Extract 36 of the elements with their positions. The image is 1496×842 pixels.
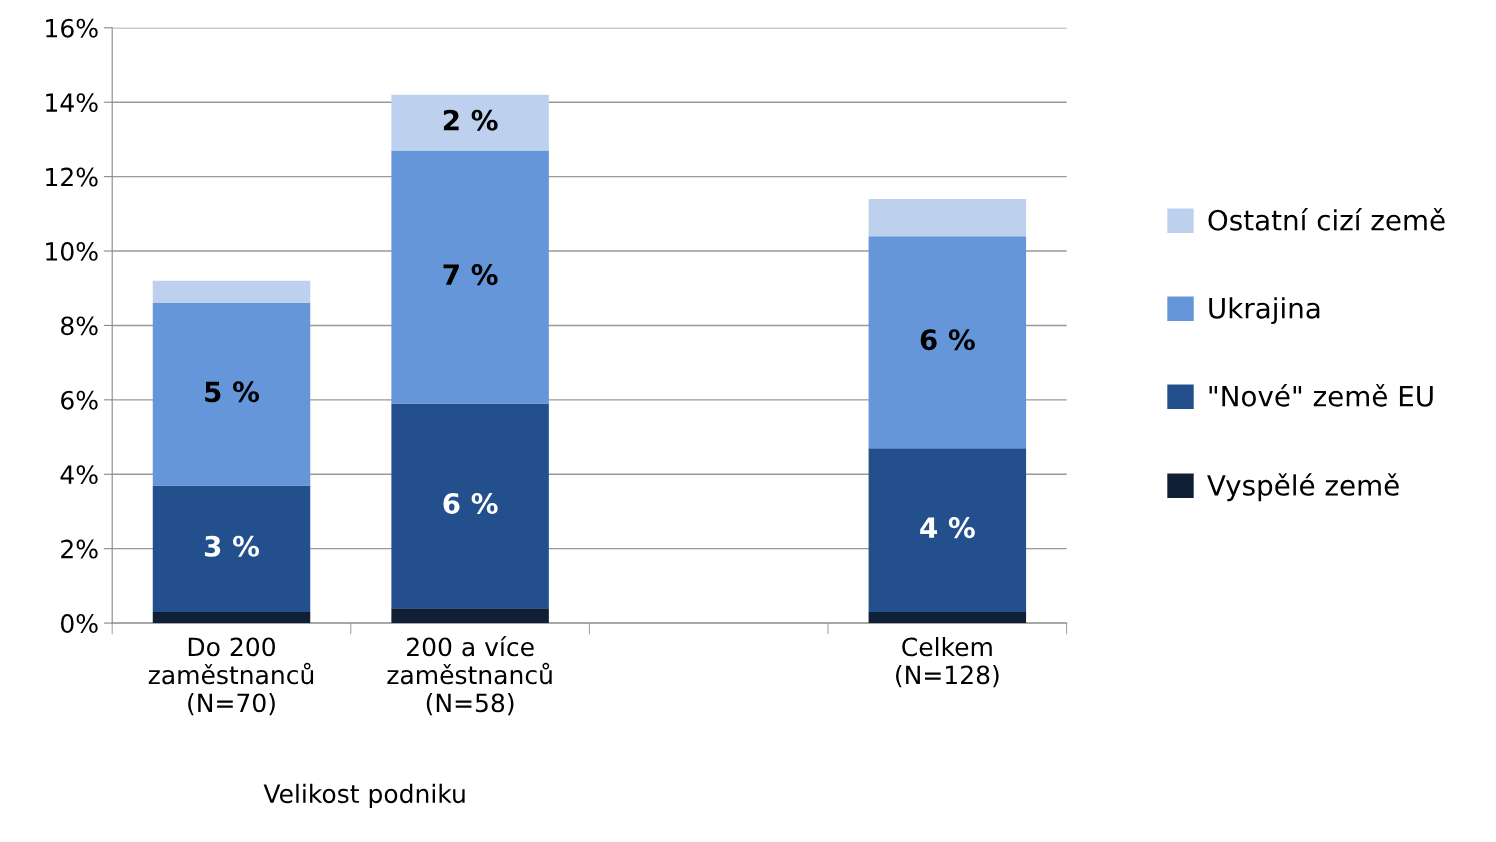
y-tick-label: 8% [61, 316, 98, 336]
y-tick-label: 10% [46, 241, 98, 261]
bar [868, 198, 1027, 237]
data-label: 3 % [204, 535, 260, 557]
y-tick-label: 2% [61, 539, 98, 559]
x-tick-label: Celkem (N=128) [896, 636, 999, 688]
x-axis-title: Velikost podniku [263, 783, 465, 808]
bar [152, 485, 311, 612]
bar [391, 94, 549, 151]
bar [152, 280, 311, 304]
data-label: 4 % [920, 517, 975, 539]
bar [391, 608, 549, 624]
data-label: 5 % [205, 381, 260, 403]
bar [391, 150, 549, 404]
y-tick-label: 6% [61, 390, 98, 410]
data-label: 6 % [443, 492, 498, 514]
bar [391, 403, 549, 609]
bar [868, 448, 1027, 612]
bar [152, 611, 311, 624]
y-tick-label: 14% [46, 93, 98, 113]
y-tick-label: 12% [46, 167, 98, 187]
y-tick-label: 0% [60, 614, 98, 633]
legend-label: Vyspělé země [1207, 473, 1399, 502]
y-tick-label: 4% [60, 465, 98, 485]
data-label: 6 % [920, 329, 975, 351]
y-tick-label: 16% [46, 18, 98, 38]
x-tick-label: 200 a více zaměstnanců (N=58) [387, 635, 552, 716]
legend-label: Ostatní cizí země [1208, 208, 1445, 231]
legend-label: Ukrajina [1209, 297, 1320, 325]
bar [152, 303, 311, 486]
bar [868, 611, 1027, 624]
data-label: 7 % [443, 264, 498, 286]
data-label: 2 % [443, 109, 498, 131]
legend-label: "Nové" země EU [1209, 384, 1433, 407]
x-tick-label: Do 200 zaměstnanců (N=70) [148, 637, 314, 716]
bar [868, 236, 1027, 449]
